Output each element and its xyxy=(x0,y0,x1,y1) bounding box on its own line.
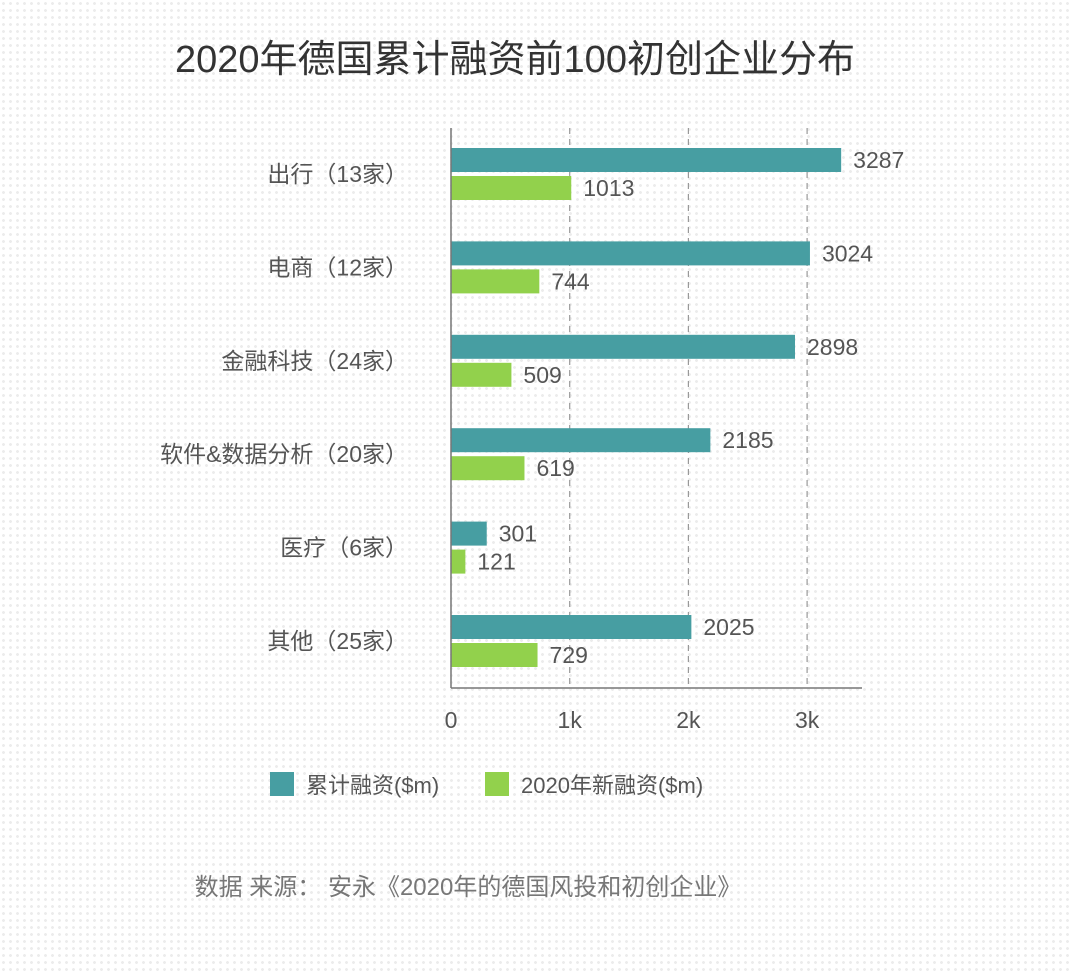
category-label-0: 出行（13家） xyxy=(267,161,408,187)
bar-cumulative-5 xyxy=(451,615,692,639)
data-label-cumulative-1: 3024 xyxy=(822,240,873,266)
data-label-new-2020-3: 619 xyxy=(536,455,574,481)
data-label-new-2020-1: 744 xyxy=(551,268,590,294)
bar-new-2020-2 xyxy=(451,362,512,387)
data-label-new-2020-5: 729 xyxy=(550,642,588,668)
x-tick-label-1k: 1k xyxy=(558,707,583,733)
bar-new-2020-5 xyxy=(451,643,538,667)
bar-cumulative-1 xyxy=(451,241,810,266)
data-label-new-2020-2: 509 xyxy=(523,362,561,388)
source-note: 数据 来源： 安永《2020年的德国风投和初创企业》 xyxy=(195,874,742,901)
category-label-5: 其他（25家） xyxy=(267,628,408,654)
bar-cumulative-0 xyxy=(451,148,842,172)
gridlines xyxy=(569,128,808,688)
chart-title: 2020年德国累计融资前100初创企业分布 xyxy=(175,39,855,81)
data-label-cumulative-3: 2185 xyxy=(722,427,773,453)
category-label-3: 软件&数据分析（20家） xyxy=(160,441,408,467)
bar-new-2020-3 xyxy=(451,456,525,481)
data-label-cumulative-0: 3287 xyxy=(853,147,904,173)
data-label-new-2020-0: 1013 xyxy=(583,175,634,201)
x-tick-label-3k: 3k xyxy=(795,707,820,733)
legend-swatch-new-2020 xyxy=(485,772,509,796)
bar-new-2020-1 xyxy=(451,269,540,294)
category-label-4: 医疗（6家） xyxy=(280,535,408,561)
category-label-2: 金融科技（24家） xyxy=(221,348,408,374)
bar-cumulative-2 xyxy=(451,334,795,359)
x-tick-label-0: 0 xyxy=(445,707,458,733)
legend: 累计融资($m) 2020年新融资($m) xyxy=(270,772,703,798)
bar-new-2020-4 xyxy=(451,549,466,574)
data-label-cumulative-4: 301 xyxy=(499,521,537,547)
axes: 出行（13家） 电商（12家） 金融科技（24家） 软件&数据分析（20家） 医疗（6家… xyxy=(160,128,862,733)
category-label-1: 电商（12家） xyxy=(267,254,408,280)
bar-new-2020-0 xyxy=(451,176,572,200)
bar-cumulative-4 xyxy=(451,521,487,546)
x-tick-label-2k: 2k xyxy=(676,707,701,733)
data-label-new-2020-4: 121 xyxy=(477,549,515,575)
legend-label-cumulative: 累计融资($m) xyxy=(306,773,439,798)
data-label-cumulative-2: 2898 xyxy=(807,334,858,360)
bar-cumulative-3 xyxy=(451,428,711,453)
data-label-cumulative-5: 2025 xyxy=(703,614,754,640)
legend-label-new-2020: 2020年新融资($m) xyxy=(521,773,703,798)
legend-swatch-cumulative xyxy=(270,772,294,796)
